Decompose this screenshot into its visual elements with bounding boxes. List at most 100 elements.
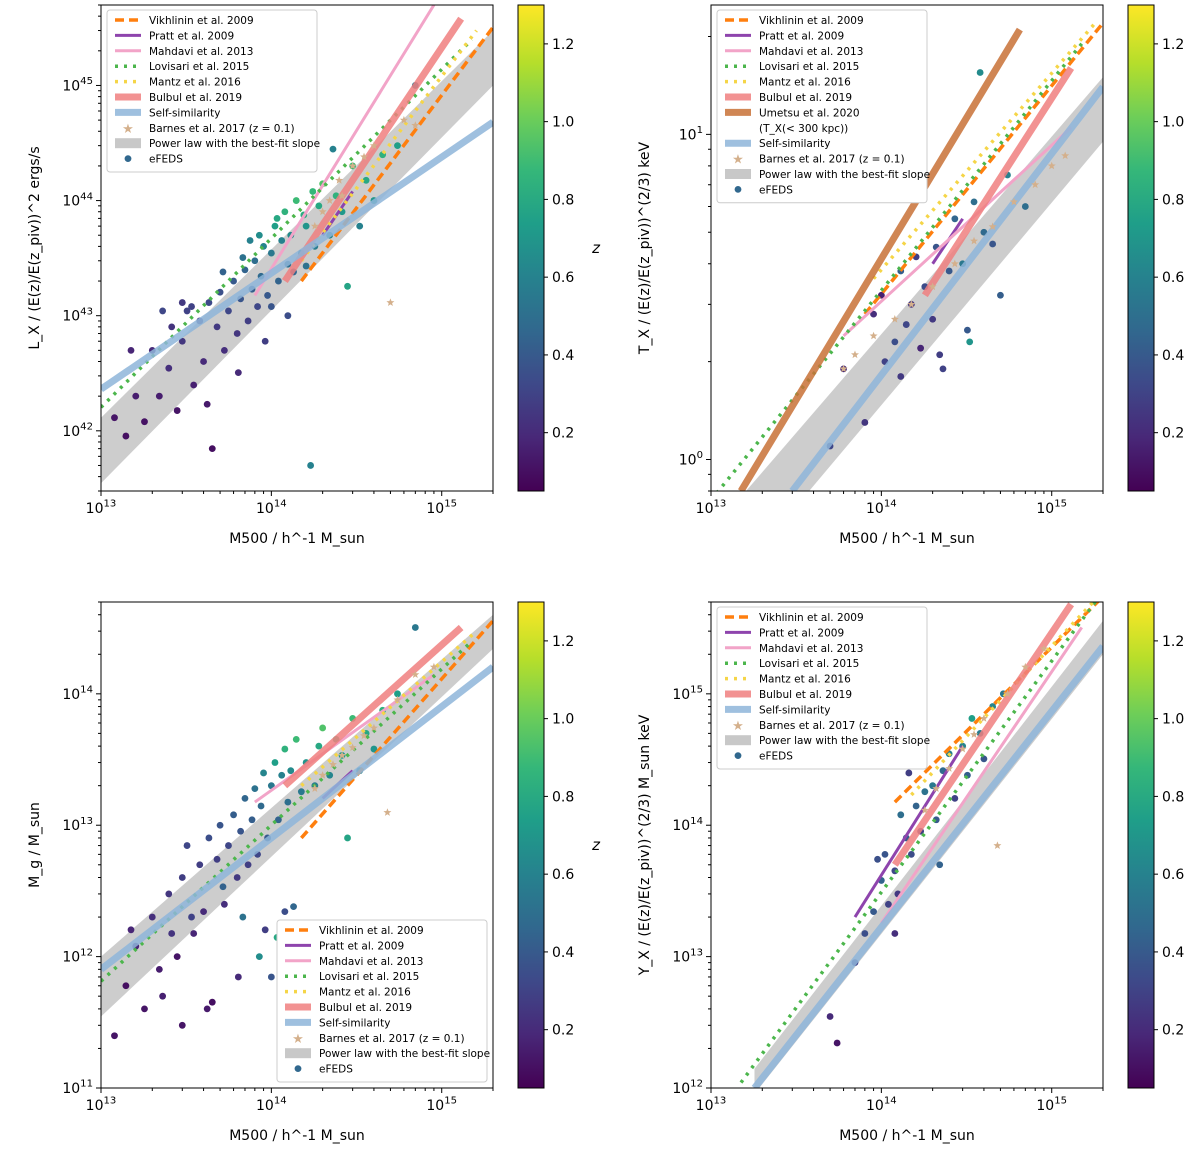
legend-dot-swatch	[734, 186, 742, 193]
relation-line	[863, 21, 1103, 316]
y-axis-label: L_X / (E(z)/E(z_piv))^2 ergs/s	[27, 146, 43, 349]
efeds-point	[267, 249, 275, 257]
legend-label: Self-similarity	[759, 138, 830, 150]
legend-label: Bulbul et al. 2019	[149, 92, 242, 104]
efeds-point	[261, 926, 269, 934]
efeds-point	[281, 208, 289, 216]
efeds-point	[208, 445, 216, 453]
relation-line	[299, 29, 478, 262]
efeds-point	[141, 418, 148, 426]
efeds-point	[344, 282, 351, 290]
efeds-point	[178, 299, 186, 306]
relation-line	[789, 84, 1103, 491]
efeds-point	[290, 903, 297, 911]
plot-area-lx	[101, 5, 493, 484]
efeds-point	[284, 798, 292, 806]
x-axis-label: M500 / h^-1 M_sun	[839, 1128, 975, 1144]
efeds-point	[976, 69, 984, 76]
efeds-point	[248, 816, 256, 824]
legend-label: Pratt et al. 2009	[759, 627, 844, 639]
x-tick-label: 1015	[426, 499, 457, 517]
relation-line	[299, 26, 493, 283]
efeds-point	[168, 323, 176, 331]
efeds-point	[205, 834, 213, 842]
x-tick-label: 1014	[256, 499, 287, 517]
efeds-point	[411, 624, 419, 631]
colorbar-tick-label: 0.6	[1162, 270, 1184, 286]
y-tick-label: 1013	[62, 816, 93, 834]
efeds-point	[225, 307, 232, 315]
barnes-star	[950, 259, 959, 268]
barnes-star	[369, 723, 378, 732]
efeds-point	[261, 337, 269, 345]
colorbar-tick-label: 0.6	[1162, 867, 1184, 883]
colorbar-tick-label: 0.6	[552, 270, 574, 286]
barnes-star	[970, 730, 978, 738]
barnes-star	[958, 744, 967, 753]
efeds-point	[165, 364, 173, 372]
efeds-point	[874, 855, 881, 863]
legend-label: Mantz et al. 2016	[759, 77, 851, 89]
colorbar-tick-label: 0.4	[1162, 348, 1184, 364]
efeds-point	[394, 690, 401, 698]
legend-label: Bulbul et al. 2019	[319, 1002, 412, 1014]
efeds-point	[237, 827, 245, 835]
y-tick-label: 1042	[62, 422, 93, 440]
x-tick-label: 1014	[866, 499, 897, 517]
colorbar-label: z	[591, 239, 601, 257]
axes-frame	[710, 601, 1104, 1089]
efeds-point	[246, 237, 254, 244]
legend-band-swatch	[285, 1048, 311, 1059]
legend-band-swatch	[115, 138, 141, 149]
efeds-point	[178, 1021, 186, 1029]
barnes-star	[318, 207, 327, 216]
efeds-point	[183, 307, 191, 315]
legend-label: Mantz et al. 2016	[149, 77, 241, 89]
barnes-star	[920, 806, 929, 814]
efeds-point	[891, 338, 899, 346]
barnes-star	[338, 191, 346, 200]
barnes-star	[329, 760, 337, 768]
barnes-star	[335, 176, 344, 184]
efeds-point	[297, 788, 305, 796]
x-tick-label: 1014	[256, 1096, 287, 1114]
efeds-point	[225, 842, 232, 849]
colorbar: 0.20.40.60.81.01.2z	[1127, 4, 1184, 492]
efeds-point	[921, 788, 929, 796]
legend-box	[716, 9, 928, 204]
y-tick-label: 1045	[62, 76, 93, 94]
legend-label: Vikhlinin et al. 2009	[149, 15, 254, 27]
x-axis-label: M500 / h^-1 M_sun	[229, 1128, 365, 1144]
legend-dot-swatch	[294, 1065, 302, 1072]
y-tick-label: 1014	[672, 816, 703, 834]
colorbar-tick-label: 0.8	[1162, 789, 1184, 805]
efeds-point	[216, 288, 224, 296]
efeds-point	[203, 400, 211, 408]
plot-area-tx	[716, 21, 1103, 491]
colorbar-tick-label: 0.4	[552, 348, 574, 364]
colorbar: 0.20.40.60.81.01.2z	[517, 4, 601, 492]
legend-label: Mahdavi et al. 2013	[319, 956, 423, 968]
barnes-star	[399, 115, 408, 124]
efeds-point	[929, 315, 937, 323]
barnes-star	[1047, 161, 1056, 170]
efeds-point	[141, 1005, 148, 1013]
efeds-point	[220, 900, 228, 908]
barnes-star	[869, 331, 878, 340]
efeds-point	[196, 861, 204, 869]
x-axis-label: M500 / h^-1 M_sun	[839, 531, 975, 547]
legend-label: eFEDS	[759, 184, 793, 196]
efeds-point	[234, 973, 242, 981]
legend-label: Pratt et al. 2009	[149, 30, 234, 42]
barnes-star	[988, 222, 997, 231]
efeds-point	[251, 785, 259, 792]
y-tick-label: 1044	[62, 191, 93, 209]
efeds-point	[344, 834, 351, 842]
legend-box	[276, 919, 488, 1083]
efeds-point	[989, 240, 997, 248]
relation-line	[910, 602, 1096, 797]
barnes-star	[1003, 689, 1012, 698]
legend-label: Barnes et al. 2017 (z = 0.1)	[759, 154, 905, 166]
efeds-point	[233, 330, 241, 337]
